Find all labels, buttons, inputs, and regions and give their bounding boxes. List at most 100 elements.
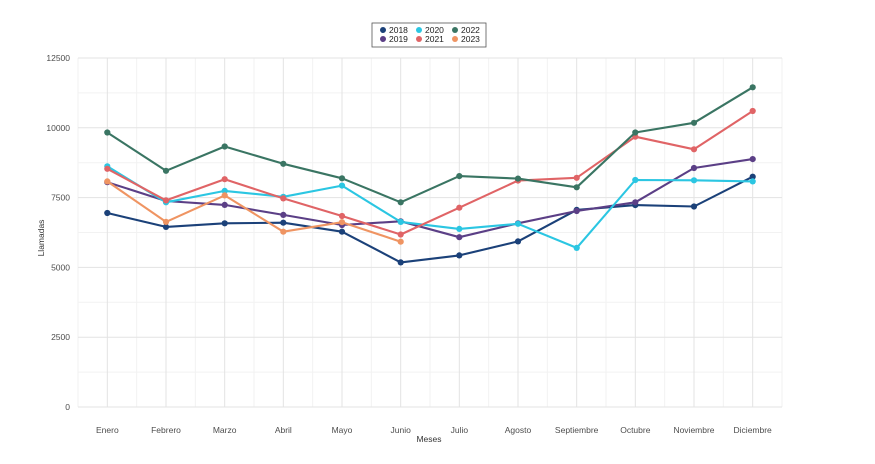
x-tick-label: Enero <box>96 425 119 435</box>
data-point-2020 <box>573 244 580 251</box>
x-tick-label: Diciembre <box>734 425 773 435</box>
x-tick-label: Noviembre <box>673 425 714 435</box>
legend-marker-2020 <box>416 27 422 33</box>
y-tick-label: 12500 <box>46 53 70 63</box>
data-point-2020 <box>514 220 522 227</box>
data-point-2022 <box>514 175 522 182</box>
legend-marker-2019 <box>380 36 386 42</box>
data-point-2020 <box>221 187 228 194</box>
data-point-2019 <box>221 201 228 208</box>
data-point-2022 <box>573 184 580 191</box>
data-point-2022 <box>221 143 228 150</box>
legend-marker-2018 <box>380 27 386 33</box>
data-point-2023 <box>221 192 228 199</box>
y-tick-label: 5000 <box>51 262 70 272</box>
data-point-2021 <box>397 231 404 238</box>
legend-label-2019: 2019 <box>389 34 408 44</box>
data-point-2020 <box>690 177 698 184</box>
legend-item-2018: 2018 <box>380 25 408 35</box>
data-point-2023 <box>104 178 111 185</box>
legend-label-2018: 2018 <box>389 25 408 35</box>
x-axis-label: Meses <box>416 434 441 444</box>
legend-item-2022: 2022 <box>452 25 480 35</box>
data-point-2021 <box>104 165 111 172</box>
grid-layer <box>77 57 783 408</box>
series-layer <box>104 84 756 266</box>
legend-label-2020: 2020 <box>425 25 444 35</box>
data-point-2021 <box>338 212 346 220</box>
data-point-2022 <box>162 167 170 174</box>
series-line-2023 <box>106 180 402 243</box>
data-point-2022 <box>280 160 287 167</box>
series-2022 <box>104 84 756 206</box>
data-point-2021 <box>749 107 756 115</box>
data-point-2021 <box>162 197 170 204</box>
legend-item-2023: 2023 <box>452 34 480 44</box>
data-point-2019 <box>749 156 756 163</box>
data-point-2021 <box>456 204 463 211</box>
data-point-2022 <box>104 129 111 136</box>
data-point-2023 <box>162 218 170 225</box>
data-point-2020 <box>456 225 463 232</box>
legend-marker-2022 <box>452 27 458 33</box>
data-point-2019 <box>573 207 580 215</box>
data-point-2023 <box>338 219 346 226</box>
series-2023 <box>104 178 404 245</box>
series-line-2021 <box>106 109 754 236</box>
data-point-2021 <box>280 195 287 202</box>
data-point-2019 <box>632 199 639 206</box>
data-point-2021 <box>221 176 228 183</box>
data-point-2021 <box>690 146 698 153</box>
data-point-2018 <box>690 203 698 210</box>
data-point-2018 <box>221 220 228 227</box>
x-tick-label: Marzo <box>213 425 237 435</box>
x-tick-label: Octubre <box>620 425 651 435</box>
legend-item-2019: 2019 <box>380 34 408 44</box>
data-point-2018 <box>162 223 170 230</box>
axis-layer: 0 2500 5000 7500 10000 12500 Enero Febrero Marzo… <box>46 53 772 435</box>
data-point-2018 <box>514 238 522 245</box>
data-point-2018 <box>397 259 404 266</box>
data-point-2022 <box>338 175 346 182</box>
legend-box <box>371 22 487 48</box>
x-tick-label: Mayo <box>332 425 353 435</box>
y-tick-label: 7500 <box>51 193 70 203</box>
data-point-2023 <box>280 228 287 235</box>
data-point-2018 <box>338 228 346 235</box>
legend-label-2022: 2022 <box>461 25 480 35</box>
x-tick-label: Julio <box>451 425 469 435</box>
y-tick-label: 2500 <box>51 332 70 342</box>
data-point-2022 <box>690 119 698 126</box>
series-2021 <box>104 107 756 238</box>
y-tick-label: 10000 <box>46 123 70 133</box>
data-point-2020 <box>338 182 346 189</box>
data-point-2018 <box>280 219 287 226</box>
x-tick-label: Septiembre <box>555 425 599 435</box>
y-axis-label: Llamadas <box>36 220 46 257</box>
x-tick-label: Junio <box>391 425 412 435</box>
legend-item-2021: 2021 <box>416 34 444 44</box>
x-tick-label: Agosto <box>505 425 532 435</box>
legend-marker-2023 <box>452 36 458 42</box>
series-line-2019 <box>106 158 754 239</box>
data-point-2023 <box>397 238 404 245</box>
data-point-2018 <box>456 252 463 259</box>
series-line-2020 <box>106 165 754 249</box>
data-point-2018 <box>749 173 756 180</box>
data-point-2020 <box>632 176 639 184</box>
x-tick-label: Abril <box>275 425 292 435</box>
data-point-2022 <box>397 199 404 206</box>
data-point-2022 <box>456 173 463 180</box>
data-point-2018 <box>104 209 111 217</box>
data-point-2020 <box>749 178 756 185</box>
legend-label-2021: 2021 <box>425 34 444 44</box>
data-point-2020 <box>397 218 404 225</box>
data-point-2019 <box>456 234 463 241</box>
legend-marker-2021 <box>416 36 422 42</box>
data-point-2022 <box>632 129 639 136</box>
data-point-2021 <box>573 174 580 181</box>
data-point-2022 <box>749 84 756 91</box>
